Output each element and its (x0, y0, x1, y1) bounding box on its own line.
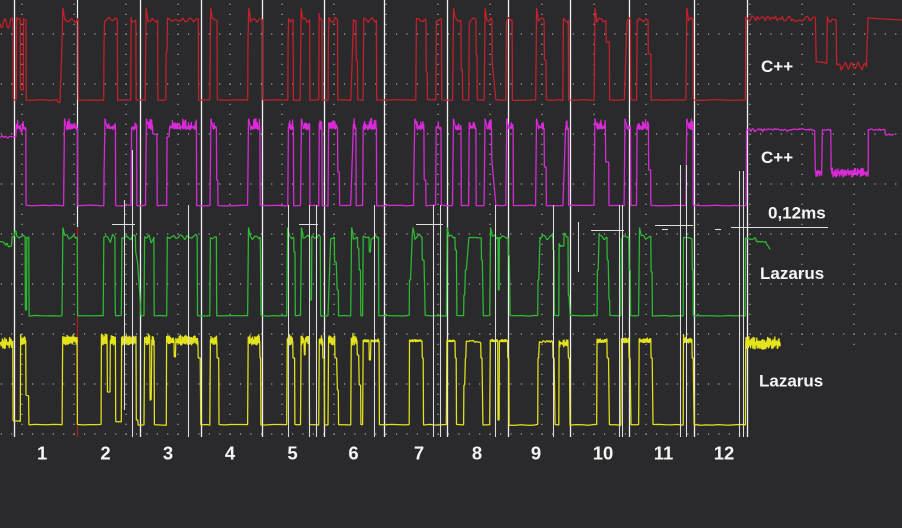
svg-text:9: 9 (531, 443, 541, 464)
svg-text:8: 8 (472, 443, 482, 464)
svg-text:12: 12 (714, 443, 735, 464)
svg-text:11: 11 (654, 443, 674, 464)
svg-text:1: 1 (37, 443, 47, 464)
svg-text:6: 6 (348, 443, 358, 464)
svg-text:7: 7 (414, 443, 424, 464)
svg-text:2: 2 (100, 443, 110, 464)
svg-text:4: 4 (225, 443, 236, 464)
svg-text:5: 5 (287, 443, 297, 464)
svg-text:3: 3 (163, 443, 173, 464)
svg-text:C++: C++ (761, 57, 793, 76)
svg-text:0,12ms: 0,12ms (768, 204, 826, 223)
svg-text:10: 10 (593, 443, 614, 464)
svg-text:Lazarus: Lazarus (759, 372, 823, 391)
svg-text:C++: C++ (761, 148, 793, 167)
svg-text:Lazarus: Lazarus (760, 264, 824, 283)
